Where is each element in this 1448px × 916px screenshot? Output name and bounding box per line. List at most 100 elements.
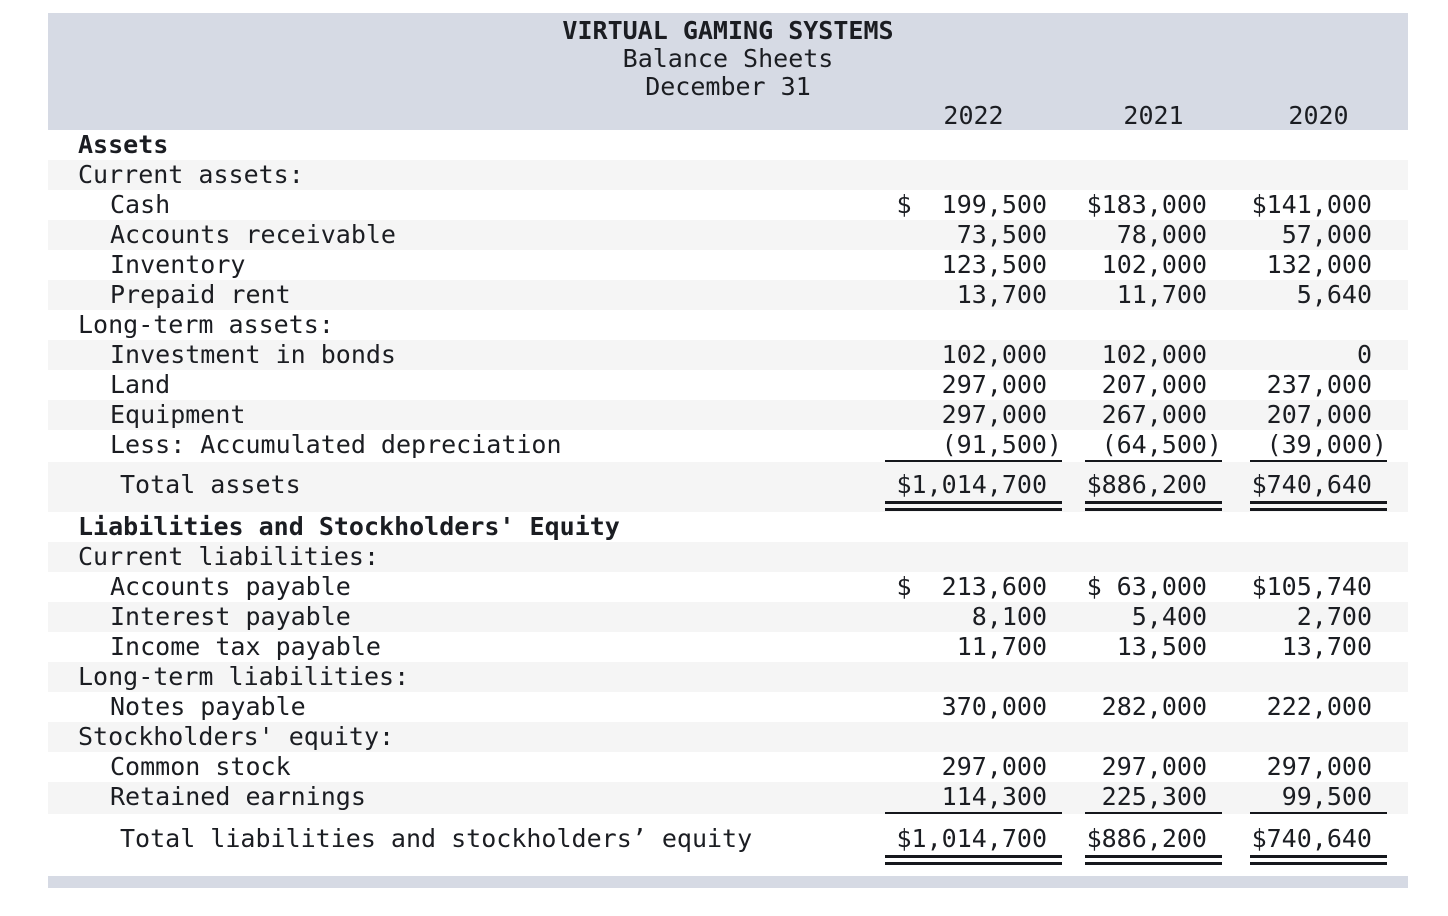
value: $1,014,700 <box>896 824 1047 853</box>
value: $ 199,500 <box>896 190 1047 219</box>
value: 13,500 <box>1116 632 1207 661</box>
label-assets: Assets <box>78 130 169 159</box>
value: 13,700 <box>1281 632 1372 661</box>
value: 0 <box>1356 340 1372 369</box>
amount-cash-2020: $141,000 <box>1250 190 1387 220</box>
amount-prepaid-rent-2022: 13,700 <box>885 280 1062 310</box>
label-investment-in-bonds: Investment in bonds <box>110 340 396 369</box>
value: $886,200 <box>1086 824 1207 853</box>
amount-accounts-payable-2021: $ 63,000 <box>1085 572 1222 602</box>
value: 297,000 <box>1266 752 1372 781</box>
double-rule <box>1085 855 1222 865</box>
row-current-liabilities: Current liabilities: <box>48 542 1408 572</box>
value: 237,000 <box>1266 370 1372 399</box>
amount-retained-earnings-2020: 99,500 <box>1250 782 1387 814</box>
value: (39,000) <box>1266 430 1387 459</box>
value: 297,000 <box>1101 752 1207 781</box>
value: $886,200 <box>1086 470 1207 499</box>
year-column-2022: 2022 <box>943 101 1004 130</box>
amount-notes-payable-2020: 222,000 <box>1250 692 1387 722</box>
balance-sheet: VIRTUAL GAMING SYSTEMS Balance Sheets De… <box>48 13 1408 888</box>
label-common-stock: Common stock <box>110 752 291 781</box>
amount-total-assets-2021: $886,200 <box>1085 470 1222 511</box>
amount-inventory-2021: 102,000 <box>1085 250 1222 280</box>
amount-accounts-receivable-2020: 57,000 <box>1250 220 1387 250</box>
amount-equipment-2021: 267,000 <box>1085 400 1222 430</box>
value: 297,000 <box>941 752 1047 781</box>
value: (64,500) <box>1101 430 1222 459</box>
value: 11,700 <box>1116 280 1207 309</box>
amount-prepaid-rent-2020: 5,640 <box>1250 280 1387 310</box>
statement-header: VIRTUAL GAMING SYSTEMS Balance Sheets De… <box>48 13 1408 130</box>
value: 297,000 <box>941 400 1047 429</box>
value: $105,740 <box>1251 572 1372 601</box>
amount-interest-payable-2022: 8,100 <box>885 602 1062 632</box>
label-current-assets: Current assets: <box>78 160 304 189</box>
row-retained-earnings: Retained earnings 114,300 225,300 99,500 <box>48 782 1408 814</box>
amount-common-stock-2021: 297,000 <box>1085 752 1222 782</box>
amount-retained-earnings-2021: 225,300 <box>1085 782 1222 814</box>
value: 102,000 <box>1101 250 1207 279</box>
amount-interest-payable-2021: 5,400 <box>1085 602 1222 632</box>
value: 102,000 <box>941 340 1047 369</box>
amount-retained-earnings-2022: 114,300 <box>885 782 1062 814</box>
amount-accounts-receivable-2022: 73,500 <box>885 220 1062 250</box>
amount-interest-payable-2020: 2,700 <box>1250 602 1387 632</box>
amount-common-stock-2020: 297,000 <box>1250 752 1387 782</box>
amount-total-assets-2022: $1,014,700 <box>885 470 1062 511</box>
row-common-stock: Common stock 297,000 297,000 297,000 <box>48 752 1408 782</box>
value: 73,500 <box>956 220 1047 249</box>
row-notes-payable: Notes payable 370,000 282,000 222,000 <box>48 692 1408 722</box>
amount-equipment-2022: 297,000 <box>885 400 1062 430</box>
label-long-term-liabilities: Long-term liabilities: <box>78 662 410 691</box>
label-current-liabilities: Current liabilities: <box>78 542 380 571</box>
row-less-accumulated-depreciation: Less: Accumulated depreciation (91,500) (6… <box>48 430 1408 462</box>
amount-less-accumulated-depreciation-2022: (91,500) <box>885 430 1062 462</box>
row-land: Land 297,000 207,000 237,000 <box>48 370 1408 400</box>
label-income-tax-payable: Income tax payable <box>110 632 381 661</box>
row-accounts-payable: Accounts payable $ 213,600 $ 63,000 $105,74… <box>48 572 1408 602</box>
row-current-assets: Current assets: <box>48 160 1408 190</box>
label-total-liabilities-and-stockholders-equity: Total liabilities and stockholders’ equi… <box>120 824 753 853</box>
label-notes-payable: Notes payable <box>110 692 306 721</box>
row-prepaid-rent: Prepaid rent 13,700 11,700 5,640 <box>48 280 1408 310</box>
row-investment-in-bonds: Investment in bonds 102,000 102,000 0 <box>48 340 1408 370</box>
value: $ 213,600 <box>896 572 1047 601</box>
double-rule <box>1250 855 1387 865</box>
amount-accounts-receivable-2021: 78,000 <box>1085 220 1222 250</box>
amount-land-2022: 297,000 <box>885 370 1062 400</box>
label-less-accumulated-depreciation: Less: Accumulated depreciation <box>110 430 562 459</box>
statement-body: Assets Current assets: Cash $ 199,500 $183,0… <box>48 130 1408 868</box>
label-land: Land <box>110 370 171 399</box>
amount-prepaid-rent-2021: 11,700 <box>1085 280 1222 310</box>
amount-notes-payable-2021: 282,000 <box>1085 692 1222 722</box>
value: 207,000 <box>1266 400 1372 429</box>
value: 225,300 <box>1101 782 1207 811</box>
label-liabilities-and-stockholders-equity: Liabilities and Stockholders' Equity <box>78 512 620 541</box>
value: 132,000 <box>1266 250 1372 279</box>
value: $1,014,700 <box>896 470 1047 499</box>
label-equipment: Equipment <box>110 400 246 429</box>
amount-total-liabilities-and-stockholders-equity-2022: $1,014,700 <box>885 824 1062 865</box>
value: 5,400 <box>1131 602 1207 631</box>
amount-inventory-2020: 132,000 <box>1250 250 1387 280</box>
amount-income-tax-payable-2021: 13,500 <box>1085 632 1222 662</box>
row-cash: Cash $ 199,500 $183,000 $141,000 <box>48 190 1408 220</box>
value: 114,300 <box>941 782 1047 811</box>
label-retained-earnings: Retained earnings <box>110 782 366 811</box>
double-rule <box>1250 501 1387 511</box>
value: $141,000 <box>1251 190 1372 219</box>
value: 123,500 <box>941 250 1047 279</box>
value: (91,500) <box>941 430 1062 459</box>
amount-notes-payable-2022: 370,000 <box>885 692 1062 722</box>
amount-less-accumulated-depreciation-2021: (64,500) <box>1085 430 1222 462</box>
value: 267,000 <box>1101 400 1207 429</box>
value: 207,000 <box>1101 370 1207 399</box>
amount-cash-2021: $183,000 <box>1085 190 1222 220</box>
value: 11,700 <box>956 632 1047 661</box>
row-long-term-assets: Long-term assets: <box>48 310 1408 340</box>
row-liabilities-and-stockholders-equity: Liabilities and Stockholders' Equity <box>48 512 1408 542</box>
year-header-row: 2022 2021 2020 <box>48 101 1408 131</box>
value: 297,000 <box>941 370 1047 399</box>
value: 78,000 <box>1116 220 1207 249</box>
